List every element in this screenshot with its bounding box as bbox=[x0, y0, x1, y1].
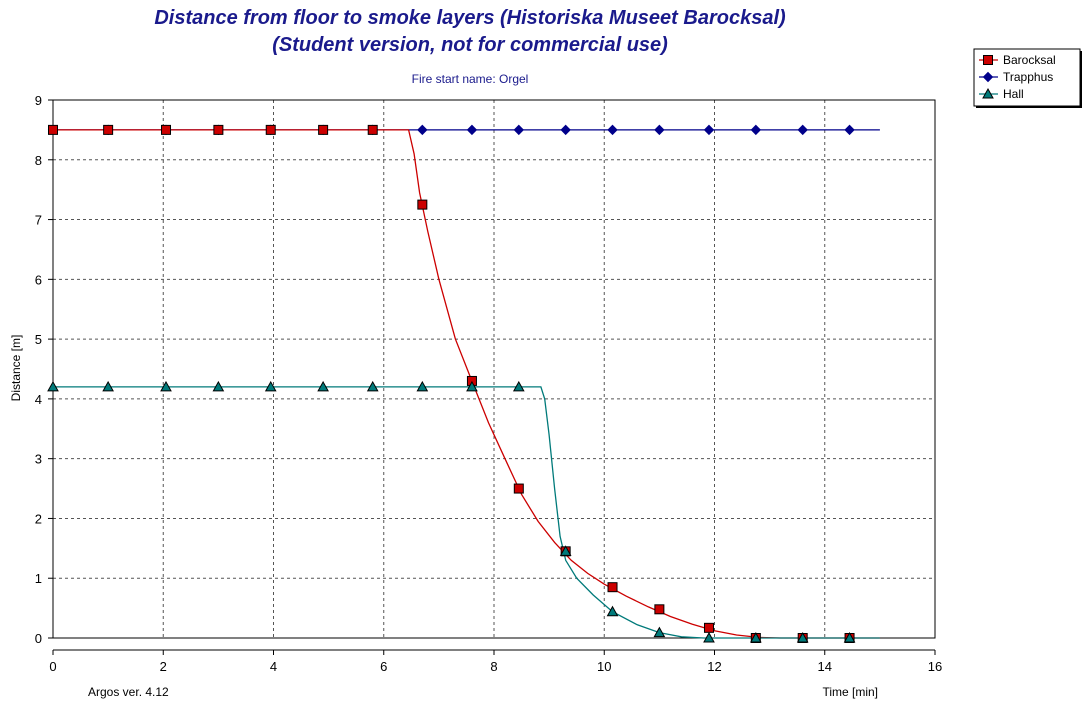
data-point-barocksal bbox=[513, 483, 524, 494]
data-point-barocksal bbox=[417, 199, 428, 210]
y-tick-label: 6 bbox=[35, 272, 42, 287]
data-point-hall bbox=[160, 380, 172, 392]
data-point-barocksal bbox=[161, 124, 172, 135]
grid-lines bbox=[52, 99, 936, 639]
data-point-trapphus bbox=[513, 124, 525, 136]
data-point-barocksal bbox=[213, 124, 224, 135]
legend-marker-hall bbox=[982, 87, 994, 99]
data-point-hall bbox=[317, 380, 329, 392]
x-tick-label: 12 bbox=[707, 659, 721, 674]
chart-title: Distance from floor to smoke layers (His… bbox=[154, 7, 786, 29]
data-point-hall bbox=[796, 631, 809, 643]
data-point-hall bbox=[606, 605, 619, 617]
data-point-barocksal bbox=[103, 124, 114, 135]
data-point-hall bbox=[512, 380, 525, 392]
chart-subtitle: (Student version, not for commercial use… bbox=[272, 34, 668, 56]
data-point-trapphus bbox=[750, 124, 762, 136]
data-point-trapphus bbox=[844, 124, 855, 136]
legend-label-trapphus: Trapphus bbox=[1003, 70, 1053, 84]
data-point-barocksal bbox=[607, 582, 618, 593]
legend-label-hall: Hall bbox=[1003, 87, 1024, 101]
data-point-hall bbox=[843, 631, 856, 643]
x-axis-label: Time [min] bbox=[822, 685, 878, 699]
footer-version: Argos ver. 4.12 bbox=[88, 685, 169, 699]
data-point-hall bbox=[703, 631, 715, 643]
x-tick-label: 16 bbox=[928, 659, 942, 674]
data-point-barocksal bbox=[318, 124, 329, 135]
plot-frame bbox=[52, 99, 936, 639]
x-tick-label: 6 bbox=[380, 659, 387, 674]
y-tick-label: 0 bbox=[35, 631, 42, 646]
data-point-barocksal bbox=[654, 604, 665, 615]
x-tick-label: 2 bbox=[160, 659, 167, 674]
x-tick-label: 4 bbox=[270, 659, 277, 674]
data-point-hall bbox=[416, 380, 429, 392]
legend-label-barocksal: Barocksal bbox=[1003, 53, 1056, 67]
data-point-hall bbox=[466, 380, 478, 392]
x-tick-label: 10 bbox=[597, 659, 611, 674]
data-point-hall bbox=[102, 380, 114, 392]
data-point-trapphus bbox=[703, 124, 715, 136]
x-tick-label: 8 bbox=[490, 659, 497, 674]
y-tick-label: 5 bbox=[35, 332, 42, 347]
y-tick-label: 8 bbox=[35, 153, 42, 168]
legend-marker-trapphus bbox=[982, 71, 994, 83]
y-tick-label: 7 bbox=[35, 213, 42, 228]
data-point-hall bbox=[366, 380, 379, 392]
data-point-hall bbox=[264, 380, 277, 392]
data-point-barocksal bbox=[367, 124, 378, 135]
legend: Barocksal Trapphus Hall bbox=[973, 48, 1082, 108]
y-tick-label: 2 bbox=[35, 511, 42, 526]
data-point-hall bbox=[212, 380, 225, 392]
y-axis-label: Distance [m] bbox=[9, 335, 23, 402]
y-tick-label: 3 bbox=[35, 452, 42, 467]
data-point-trapphus bbox=[417, 124, 428, 136]
y-tick-label: 9 bbox=[35, 93, 42, 108]
data-point-trapphus bbox=[560, 124, 571, 136]
data-point-barocksal bbox=[703, 622, 714, 633]
legend-marker-barocksal bbox=[983, 55, 993, 65]
data-point-hall bbox=[749, 631, 762, 643]
data-point-barocksal bbox=[48, 124, 58, 135]
data-point-hall bbox=[47, 380, 59, 392]
data-point-trapphus bbox=[654, 124, 665, 136]
x-tick-label: 14 bbox=[818, 659, 832, 674]
data-point-hall bbox=[653, 626, 666, 638]
series-line-barocksal bbox=[53, 129, 880, 639]
series-line-hall bbox=[53, 386, 880, 639]
data-point-hall bbox=[559, 545, 572, 556]
y-tick-label: 4 bbox=[35, 392, 42, 407]
y-tick-label: 1 bbox=[35, 571, 42, 586]
data-point-trapphus bbox=[797, 124, 808, 136]
fire-start-annotation: Fire start name: Orgel bbox=[412, 72, 529, 86]
data-point-trapphus bbox=[466, 124, 478, 136]
data-point-barocksal bbox=[265, 124, 276, 135]
x-tick-label: 0 bbox=[49, 659, 56, 674]
series-layer bbox=[47, 124, 880, 643]
data-point-trapphus bbox=[607, 124, 618, 136]
